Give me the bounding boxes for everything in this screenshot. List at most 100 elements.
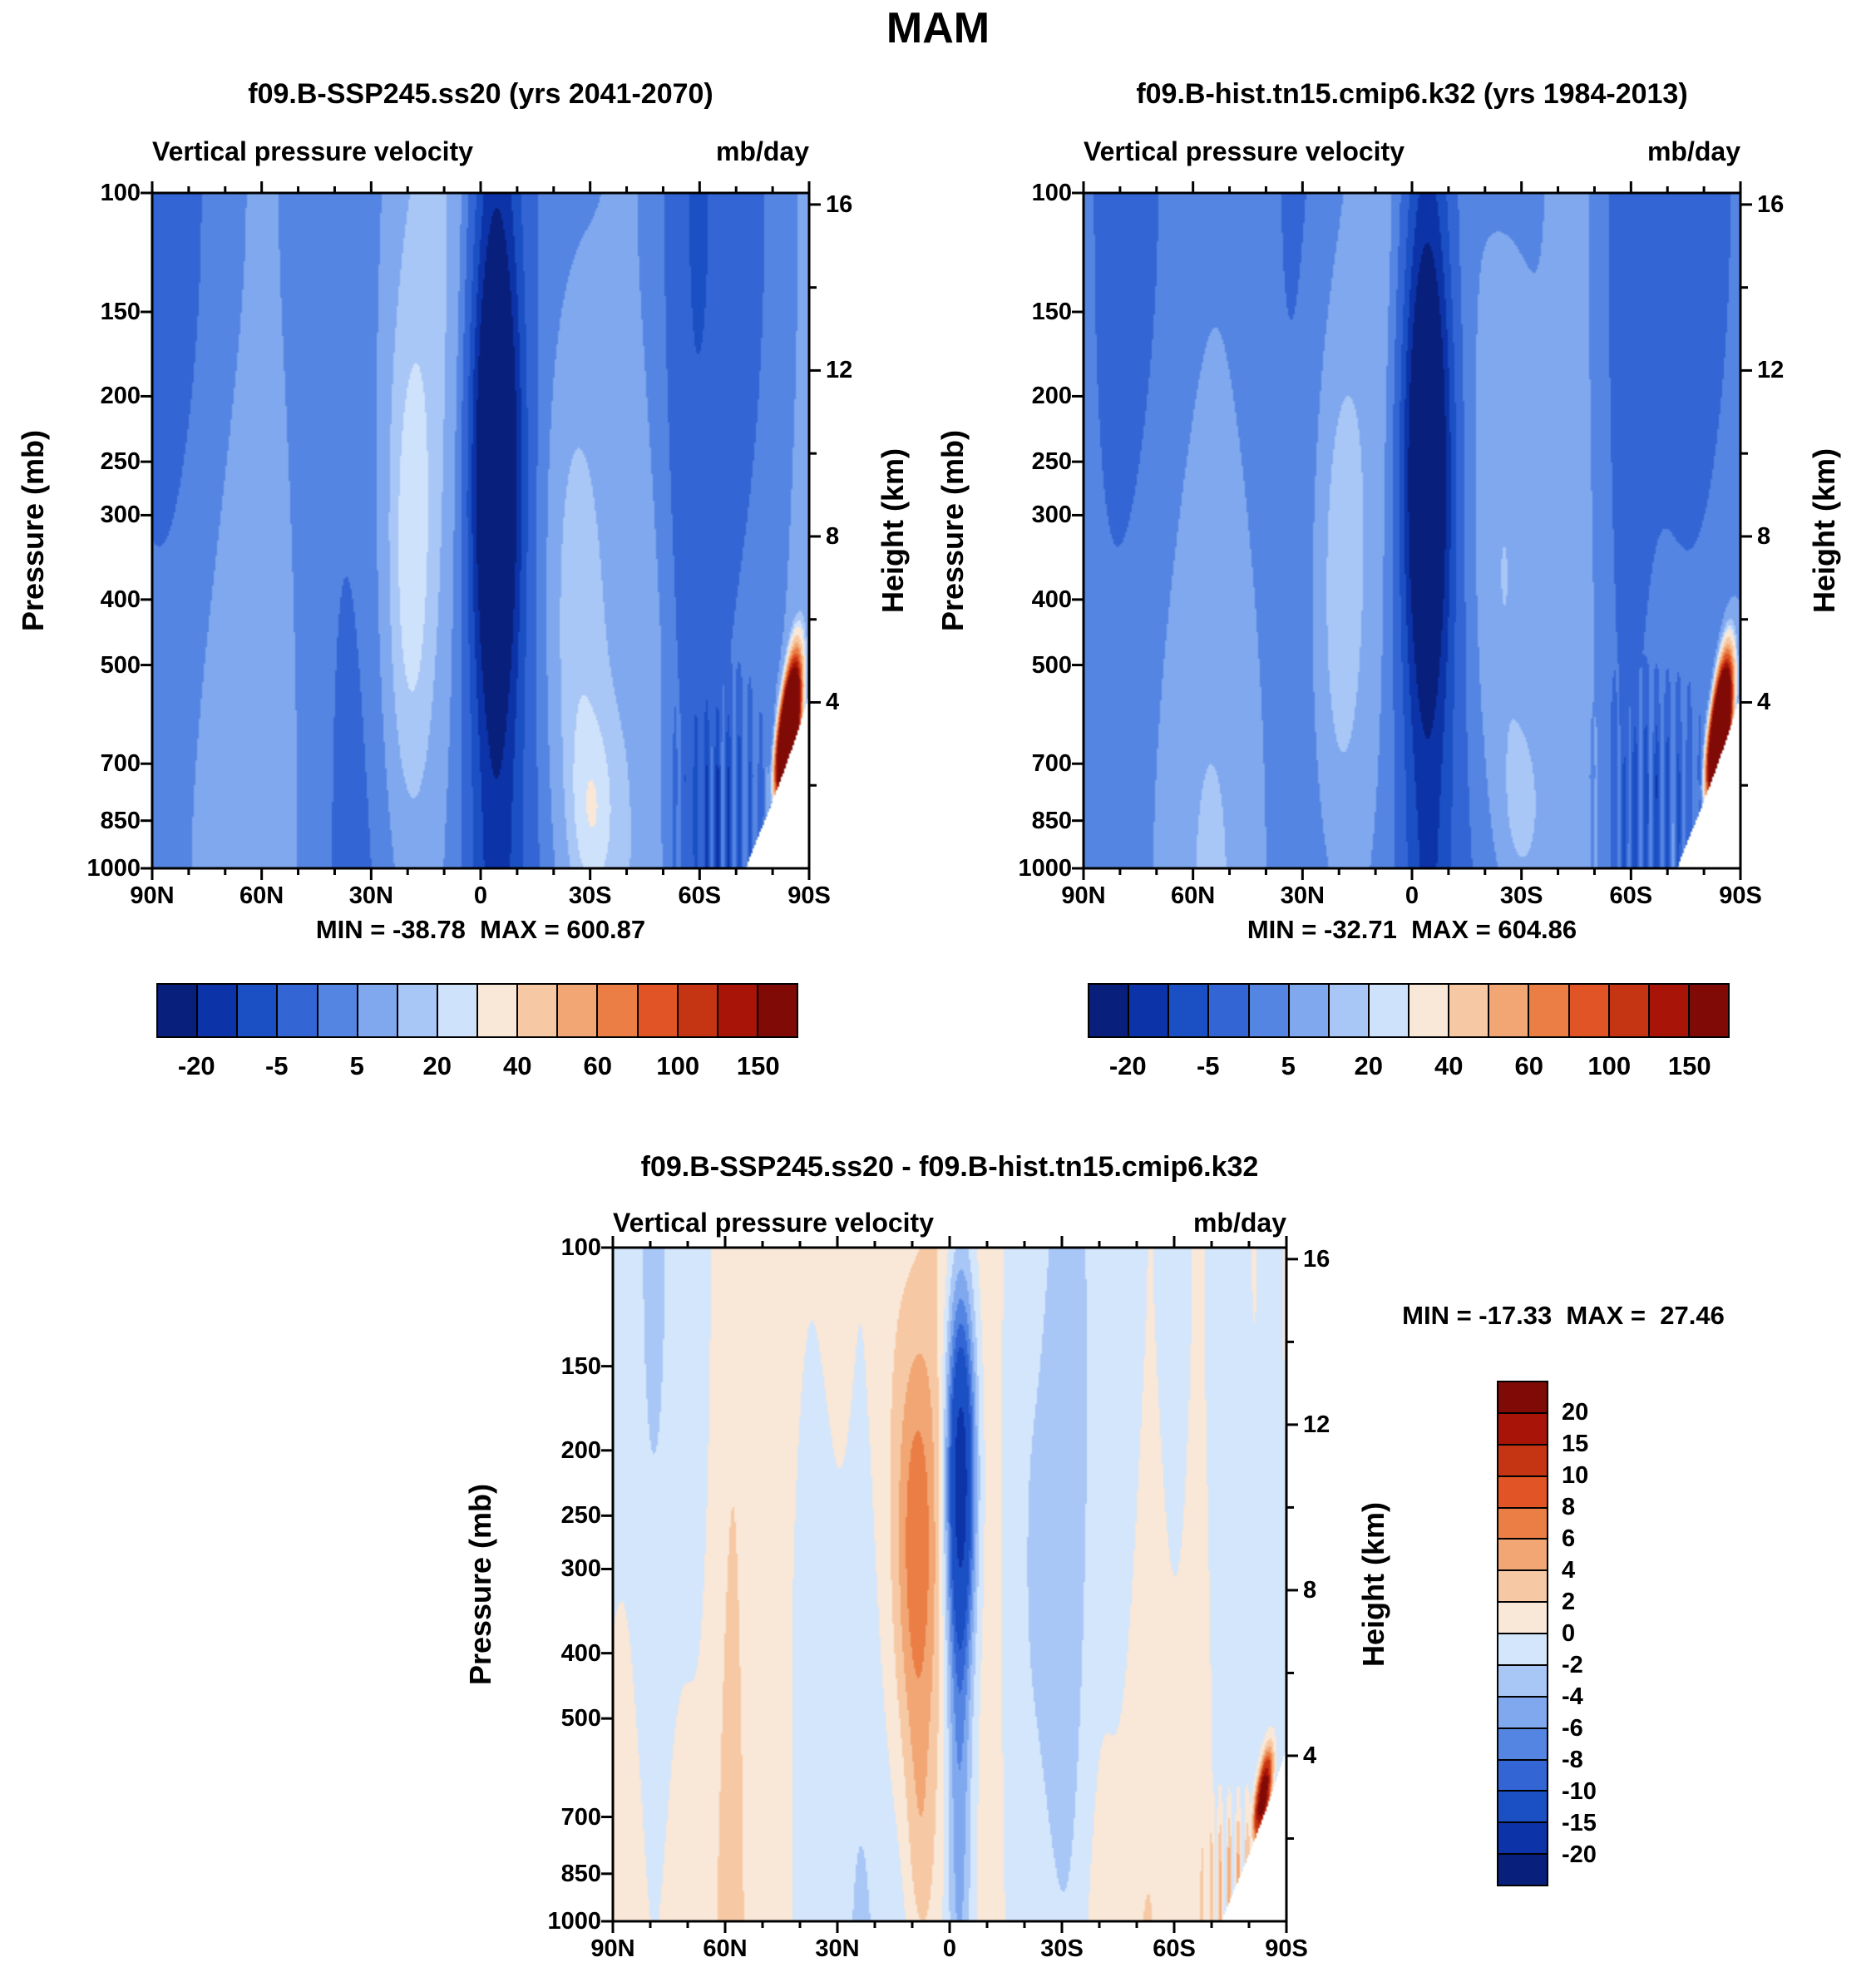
colorbar-box [1647, 985, 1688, 1036]
pressure-tick-label: 200 [100, 383, 141, 410]
colorbar-ssp245 [156, 983, 798, 1038]
latitude-tick-label: 60S [1609, 882, 1653, 909]
pressure-tick-label: 400 [560, 1639, 601, 1667]
colorbar-box [516, 985, 557, 1036]
colorbar-box [1498, 1382, 1547, 1412]
colorbar-box [1287, 985, 1328, 1036]
colorbar-tick-label: 5 [1281, 1051, 1296, 1080]
latitude-tick-label: 90N [1061, 882, 1106, 909]
pressure-tick-label: 300 [1031, 502, 1072, 529]
colorbar-tick-label: -20 [1108, 1051, 1147, 1080]
colorbar-box [1498, 1538, 1547, 1570]
colorbar-tick-label: -15 [1562, 1810, 1597, 1836]
latitude-tick-label: 0 [942, 1935, 957, 1962]
colorbar-box [1607, 985, 1648, 1036]
pressure-tick-label: 300 [560, 1555, 601, 1583]
colorbar-box [1498, 1821, 1547, 1854]
height-tick-label: 4 [826, 689, 840, 716]
latitude-tick-label: 0 [1405, 882, 1419, 909]
colorbar-box [1498, 1506, 1547, 1539]
latitude-tick-label: 90S [1265, 1935, 1308, 1962]
colorbar-tick-label: -4 [1562, 1683, 1583, 1710]
panel-c-pressure-axis-label: Pressure (mb) [463, 1483, 497, 1686]
latitude-tick-label: 30N [815, 1935, 860, 1962]
colorbar-box [1408, 985, 1449, 1036]
height-tick-label: 16 [1303, 1245, 1330, 1273]
colorbar-tick-label: 6 [1562, 1525, 1576, 1552]
latitude-tick-label: 30S [1040, 1935, 1084, 1962]
colorbar-box [476, 985, 517, 1036]
colorbar-box [1498, 1853, 1547, 1885]
colorbar-tick-label: 60 [583, 1051, 612, 1080]
colorbar-box [1498, 1663, 1547, 1696]
colorbar-box [1089, 985, 1128, 1036]
colorbar-tick-label: 100 [1587, 1051, 1632, 1080]
panel-a-units-label: mb/day [715, 136, 809, 166]
colorbar-box [276, 985, 317, 1036]
colorbar-tick-label: -20 [1562, 1841, 1597, 1868]
panel-a-title: f09.B-SSP245.ss20 (yrs 2041-2070) [248, 78, 713, 110]
colorbar-tick-label: -2 [1562, 1652, 1583, 1678]
panel-b-variable-label: Vertical pressure velocity [1084, 136, 1405, 166]
colorbar-box [1498, 1790, 1547, 1822]
latitude-tick-label: 60N [1171, 882, 1216, 909]
contour-plot-difference [613, 1248, 1286, 1921]
colorbar-tick-label: 15 [1562, 1431, 1589, 1457]
colorbar-tick-label: -8 [1562, 1747, 1583, 1773]
height-tick-label: 4 [1757, 689, 1771, 716]
latitude-tick-label: 30S [1499, 882, 1543, 909]
colorbar-box [1488, 985, 1528, 1036]
height-tick-label: 8 [1757, 522, 1771, 550]
pressure-tick-label: 1000 [547, 1908, 601, 1935]
panel-a-minmax: MIN = -38.78 MAX = 600.87 [315, 915, 646, 944]
colorbar-tick-label: 40 [1434, 1051, 1464, 1080]
pressure-tick-label: 100 [100, 180, 141, 206]
colorbar-box [1498, 1601, 1547, 1633]
colorbar-tick-label: 0 [1562, 1620, 1576, 1647]
colorbar-box [1448, 985, 1488, 1036]
colorbar-box [756, 985, 797, 1036]
colorbar-tick-label: -20 [177, 1051, 215, 1080]
pressure-tick-label: 150 [560, 1352, 601, 1380]
colorbar-box [556, 985, 597, 1036]
latitude-tick-label: 60S [678, 882, 722, 909]
pressure-tick-label: 100 [1031, 180, 1072, 206]
latitude-tick-label: 0 [473, 882, 488, 909]
colorbar-tick-label: 60 [1514, 1051, 1543, 1080]
pressure-tick-label: 100 [560, 1234, 601, 1261]
colorbar-box [1498, 1443, 1547, 1475]
pressure-tick-label: 200 [1031, 383, 1072, 410]
colorbar-tick-label: 150 [1667, 1051, 1711, 1080]
colorbar-box [1168, 985, 1208, 1036]
colorbar-box [716, 985, 757, 1036]
contour-plot-ssp245 [152, 193, 809, 868]
colorbar-box [196, 985, 237, 1036]
colorbar-hist [1088, 983, 1730, 1038]
colorbar-box [596, 985, 637, 1036]
pressure-tick-label: 400 [1031, 586, 1072, 613]
latitude-tick-label: 30N [348, 882, 393, 909]
colorbar-tick-label: 4 [1562, 1557, 1576, 1584]
colorbar-box [1367, 985, 1408, 1036]
colorbar-tick-label: 150 [736, 1051, 780, 1080]
colorbar-box [1128, 985, 1168, 1036]
height-tick-label: 8 [1303, 1576, 1317, 1604]
height-tick-label: 8 [826, 522, 840, 550]
figure-title: MAM [886, 4, 990, 52]
panel-c-units-label: mb/day [1192, 1208, 1286, 1238]
colorbar-tick-label: 40 [503, 1051, 532, 1080]
pressure-tick-label: 500 [1031, 651, 1072, 679]
pressure-tick-label: 850 [560, 1860, 601, 1887]
pressure-tick-label: 250 [1031, 448, 1072, 476]
colorbar-box [396, 985, 437, 1036]
height-tick-label: 12 [826, 357, 853, 384]
colorbar-box [1687, 985, 1728, 1036]
pressure-tick-label: 850 [1031, 807, 1072, 834]
pressure-tick-label: 400 [100, 586, 141, 613]
height-tick-label: 12 [1757, 357, 1785, 384]
colorbar-tick-label: -5 [1196, 1051, 1220, 1080]
colorbar-box [1498, 1758, 1547, 1791]
colorbar-box [1327, 985, 1368, 1036]
pressure-tick-label: 150 [1031, 298, 1072, 325]
latitude-tick-label: 30N [1280, 882, 1325, 909]
